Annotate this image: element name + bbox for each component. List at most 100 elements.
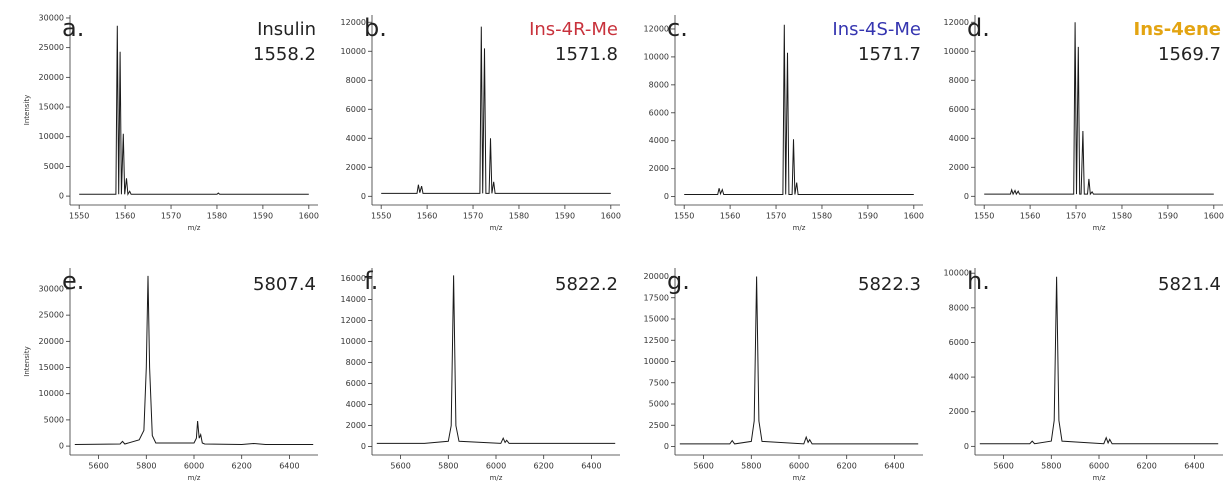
y-tick-label: 10000 <box>39 132 64 141</box>
mass-annotation: 1558.2 <box>253 44 316 65</box>
panel-letter: b. <box>364 14 387 42</box>
x-tick-label: 6200 <box>534 462 554 471</box>
y-tick-label: 12500 <box>644 336 669 345</box>
y-tick-label: 2000 <box>949 163 969 172</box>
y-tick-label: 2000 <box>346 421 366 430</box>
x-axis-label: m/z <box>1093 224 1106 232</box>
y-tick-label: 8000 <box>949 303 969 312</box>
x-axis-label: m/z <box>188 224 201 232</box>
y-tick-label: 8000 <box>346 76 366 85</box>
x-tick-label: 6000 <box>1089 462 1109 471</box>
x-tick-label: 1600 <box>904 212 924 221</box>
spectrum-line <box>984 22 1214 196</box>
y-tick-label: 20000 <box>39 73 64 82</box>
y-tick-label: 20000 <box>39 337 64 346</box>
y-tick-label: 6000 <box>649 108 669 117</box>
panel-letter: h. <box>967 267 990 295</box>
y-tick-label: 10000 <box>944 47 969 56</box>
x-tick-label: 1580 <box>812 212 832 221</box>
y-tick-label: 6000 <box>949 105 969 114</box>
y-tick-label: 10000 <box>644 357 669 366</box>
panel-letter: c. <box>667 14 688 42</box>
y-tick-label: 2000 <box>649 164 669 173</box>
y-tick-label: 25000 <box>39 43 64 52</box>
y-tick-label: 14000 <box>341 295 366 304</box>
y-tick-label: 7500 <box>649 378 669 387</box>
x-tick-label: 1560 <box>720 212 740 221</box>
y-tick-label: 5000 <box>44 162 64 171</box>
y-tick-label: 0 <box>361 442 366 451</box>
y-tick-label: 0 <box>361 192 366 201</box>
y-tick-label: 4000 <box>949 373 969 382</box>
y-tick-label: 16000 <box>341 274 366 283</box>
x-tick-label: 1600 <box>1204 212 1224 221</box>
x-tick-label: 1600 <box>601 212 621 221</box>
x-tick-label: 5800 <box>136 462 156 471</box>
x-tick-label: 6000 <box>184 462 204 471</box>
mass-annotation: 1569.7 <box>1158 44 1221 65</box>
spectrum-line <box>679 276 919 445</box>
y-tick-label: 12000 <box>644 24 669 33</box>
y-tick-label: 15000 <box>644 315 669 324</box>
x-tick-label: 1590 <box>555 212 575 221</box>
spectrum-line <box>979 276 1219 445</box>
x-tick-label: 1600 <box>299 212 319 221</box>
y-tick-label: 2500 <box>649 421 669 430</box>
x-tick-label: 1580 <box>509 212 529 221</box>
spectrum-line <box>79 25 309 196</box>
y-tick-label: 17500 <box>644 293 669 302</box>
y-axis-label: Intensity <box>23 346 31 376</box>
panel-letter: d. <box>967 14 990 42</box>
x-axis-label: m/z <box>793 474 806 481</box>
y-tick-label: 5000 <box>649 400 669 409</box>
y-tick-label: 10000 <box>644 52 669 61</box>
y-tick-label: 0 <box>964 192 969 201</box>
mass-annotation: 1571.8 <box>555 44 618 65</box>
y-tick-label: 4000 <box>346 400 366 409</box>
y-tick-label: 12000 <box>341 316 366 325</box>
x-tick-label: 6200 <box>232 462 252 471</box>
x-tick-label: 1590 <box>1158 212 1178 221</box>
y-tick-label: 2000 <box>949 407 969 416</box>
x-axis-label: m/z <box>490 224 503 232</box>
spectrum-line <box>381 26 611 194</box>
y-tick-label: 12000 <box>341 18 366 27</box>
x-tick-label: 1570 <box>1066 212 1086 221</box>
y-tick-label: 8000 <box>949 76 969 85</box>
y-tick-label: 6000 <box>949 338 969 347</box>
y-tick-label: 0 <box>964 442 969 451</box>
x-tick-label: 1550 <box>69 212 89 221</box>
panel-title: Ins-4S-Me <box>832 19 921 40</box>
x-tick-label: 1590 <box>253 212 273 221</box>
x-tick-label: 6000 <box>789 462 809 471</box>
panel-title: Insulin <box>257 19 316 40</box>
x-tick-label: 1570 <box>161 212 181 221</box>
x-axis-label: m/z <box>1093 474 1106 481</box>
y-tick-label: 4000 <box>649 136 669 145</box>
mass-annotation: 1571.7 <box>858 44 921 65</box>
x-tick-label: 1550 <box>974 212 994 221</box>
y-tick-label: 0 <box>59 192 64 201</box>
panel-letter: a. <box>62 14 84 42</box>
x-tick-label: 1590 <box>858 212 878 221</box>
y-tick-label: 5000 <box>44 415 64 424</box>
y-tick-label: 10000 <box>341 47 366 56</box>
x-tick-label: 6400 <box>1184 462 1204 471</box>
x-tick-label: 6400 <box>884 462 904 471</box>
x-tick-label: 5800 <box>1041 462 1061 471</box>
y-tick-label: 30000 <box>39 284 64 293</box>
x-tick-label: 1560 <box>115 212 135 221</box>
y-tick-label: 15000 <box>39 103 64 112</box>
x-axis-label: m/z <box>490 474 503 481</box>
y-tick-label: 4000 <box>949 134 969 143</box>
mass-annotation: 5807.4 <box>253 274 316 295</box>
x-tick-label: 6000 <box>486 462 506 471</box>
x-tick-label: 6200 <box>1137 462 1157 471</box>
x-tick-label: 1550 <box>674 212 694 221</box>
x-tick-label: 1560 <box>417 212 437 221</box>
x-tick-label: 6400 <box>581 462 601 471</box>
y-tick-label: 12000 <box>944 18 969 27</box>
x-tick-label: 1580 <box>207 212 227 221</box>
y-tick-label: 0 <box>664 442 669 451</box>
x-tick-label: 5800 <box>438 462 458 471</box>
